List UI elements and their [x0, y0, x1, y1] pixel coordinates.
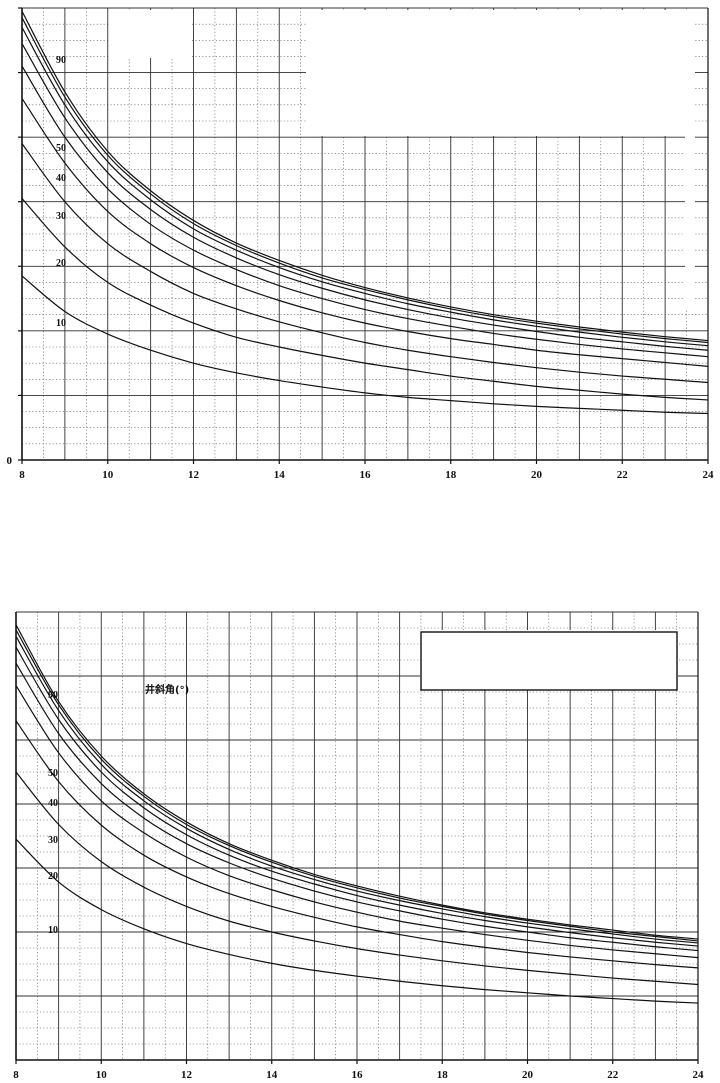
series-label: 10: [48, 925, 58, 936]
series-label: 10: [56, 318, 66, 329]
x-tick-label: 20: [531, 469, 543, 481]
blank-area: [685, 10, 695, 310]
x-tick-label: 12: [181, 1069, 193, 1081]
series-group: [15, 624, 699, 1004]
series-label: 40: [56, 173, 66, 184]
series-line-90: [21, 10, 709, 342]
series-group: [21, 10, 709, 415]
series-line-unlabeled-7: [21, 17, 709, 344]
series-label: 90: [48, 690, 58, 701]
series-label: 20: [48, 871, 58, 882]
x-tick-label: 8: [19, 469, 25, 481]
series-line-unlabeled-7: [15, 629, 699, 942]
x-tick-label: 10: [102, 469, 114, 481]
series-line-50: [15, 662, 699, 952]
x-tick-label: 14: [266, 1069, 278, 1081]
series-line-20: [21, 198, 709, 401]
series-label: 40: [48, 798, 58, 809]
series-label: 90: [56, 55, 66, 66]
x-tick-label: 18: [445, 469, 457, 481]
x-tick-label: 24: [703, 469, 715, 481]
series-line-40: [15, 685, 699, 959]
x-tick-label: 24: [693, 1069, 705, 1081]
series-line-10: [21, 275, 709, 415]
x-tick-label: 14: [274, 469, 286, 481]
series-line-40: [21, 98, 709, 367]
series-label: 30: [56, 211, 66, 222]
series-line-20: [15, 771, 699, 986]
series-label: 30: [48, 835, 58, 846]
y-tick-label: 0: [7, 455, 13, 467]
blank-area: [306, 10, 686, 136]
x-tick-label: 12: [188, 469, 200, 481]
x-tick-label: 22: [617, 469, 629, 481]
series-line-90: [15, 624, 699, 940]
series-label: 20: [56, 258, 66, 269]
x-tick-label: 20: [522, 1069, 534, 1081]
series-line-unlabeled-6: [21, 27, 709, 347]
annotation-box: [420, 631, 678, 691]
x-tick-label: 18: [437, 1069, 449, 1081]
legend-title: 井斜角(°): [145, 683, 189, 696]
series-line-unlabeled-5: [21, 43, 709, 351]
series-line-unlabeled-5: [15, 646, 699, 947]
series-label: 50: [48, 768, 58, 779]
x-tick-label: 22: [607, 1069, 619, 1081]
x-tick-label: 16: [360, 469, 372, 481]
blank-area: [110, 10, 190, 58]
x-tick-label: 16: [352, 1069, 364, 1081]
chart-top: 8 10 12 14 16 18 20 22 24 0 10 20 30 40 50 90: [7, 7, 715, 481]
x-tick-label: 8: [13, 1069, 19, 1081]
series-line-50: [21, 65, 709, 358]
series-line-30: [15, 720, 699, 969]
series-line-30: [21, 143, 709, 384]
series-line-unlabeled-6: [15, 636, 699, 944]
chart-bottom: 8 10 12 14 16 18 20 22 24 10 20 30 40 50 90 井斜角(°): [13, 611, 705, 1081]
x-tick-label: 10: [96, 1069, 108, 1081]
series-line-10: [15, 838, 699, 1004]
series-label: 50: [56, 143, 66, 154]
